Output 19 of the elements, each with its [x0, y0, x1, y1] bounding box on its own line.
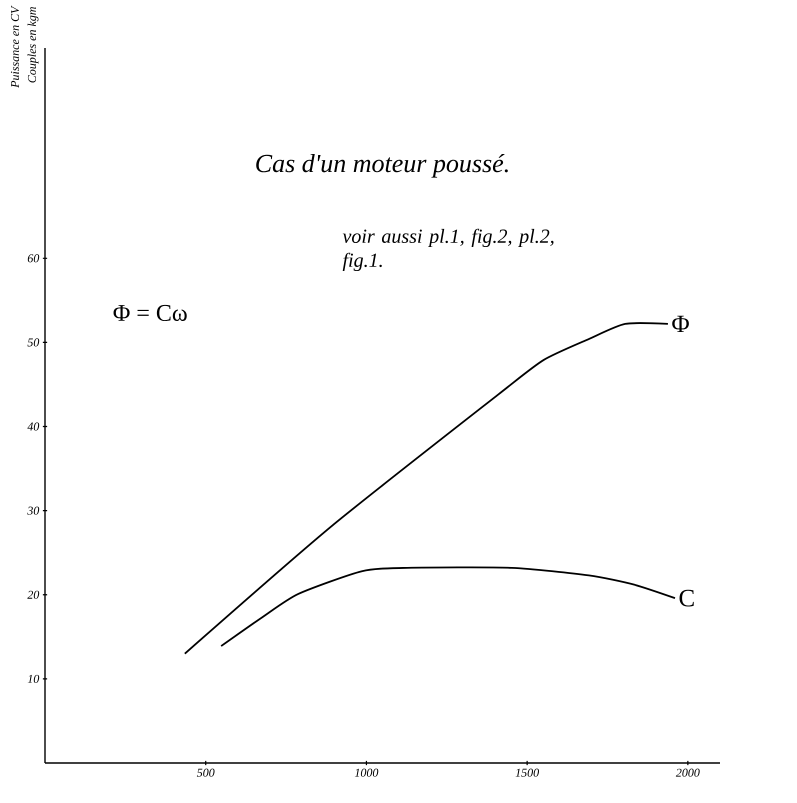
y-tick-label: 50 [28, 338, 40, 346]
line-series [220, 566, 676, 647]
series-label: Φ [672, 316, 689, 332]
text: Couples en kgm [28, 7, 38, 83]
y-tick-label: 20 [27, 590, 40, 599]
line-series [184, 322, 669, 655]
y-axis-title: Puissance en CV [10, 5, 20, 88]
x-tick-label: 1500 [516, 768, 539, 777]
annotation: Φ = Cω [114, 304, 187, 322]
x-tick-label: 1000 [354, 768, 378, 777]
text: Cas d'un moteur poussé. [256, 154, 508, 178]
y-tick-label: 40 [27, 422, 40, 431]
y-tick-label: 60 [28, 254, 40, 262]
x-tick-label: 500 [196, 768, 215, 777]
series-label: C [680, 590, 694, 606]
y-tick-label: 30 [27, 506, 40, 515]
y-tick-label: 10 [28, 674, 40, 683]
x-tick-label: 2000 [676, 768, 700, 777]
text: voir aussi pl.1, fig.2, pl.2, fig.1. [342, 228, 554, 272]
